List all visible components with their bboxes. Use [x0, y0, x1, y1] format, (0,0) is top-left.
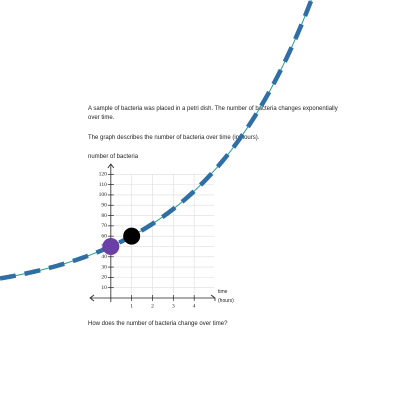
- description-text: The graph describes the number of bacter…: [88, 135, 260, 141]
- y-tick-label: 90: [101, 202, 107, 208]
- curve: [0, 0, 312, 279]
- y-tick-label: 100: [99, 192, 108, 198]
- y-tick-label: 10: [101, 285, 107, 291]
- intro-text: A sample of bacteria was placed in a pet…: [88, 106, 338, 121]
- y-tick-label: 30: [101, 264, 107, 270]
- y-tick-label: 110: [99, 182, 107, 188]
- y-tick-label: 80: [101, 213, 107, 219]
- x-axis-label: time: [218, 289, 228, 295]
- x-tick-label: 3: [172, 303, 175, 309]
- point: [123, 227, 141, 245]
- y-tick-label: 40: [101, 254, 107, 260]
- x-axis-label: (hours): [218, 298, 234, 304]
- dashed-curve: [0, 0, 314, 281]
- axis-arrow: [107, 163, 115, 169]
- axis-arrow: [210, 294, 216, 301]
- axis-arrow: [89, 294, 95, 302]
- y-tick-label: 70: [101, 223, 107, 229]
- y-tick-label: 120: [99, 172, 108, 178]
- y-axis-label: number of bacteria: [88, 154, 139, 160]
- x-tick-label: 4: [193, 303, 196, 309]
- y-tick-label: 20: [101, 275, 107, 281]
- x-tick-label: 2: [151, 303, 154, 309]
- x-tick-label: 1: [130, 303, 133, 309]
- point: [102, 237, 120, 255]
- question-text: How does the number of bacteria change o…: [88, 321, 228, 327]
- y-tick-label: 60: [101, 233, 107, 239]
